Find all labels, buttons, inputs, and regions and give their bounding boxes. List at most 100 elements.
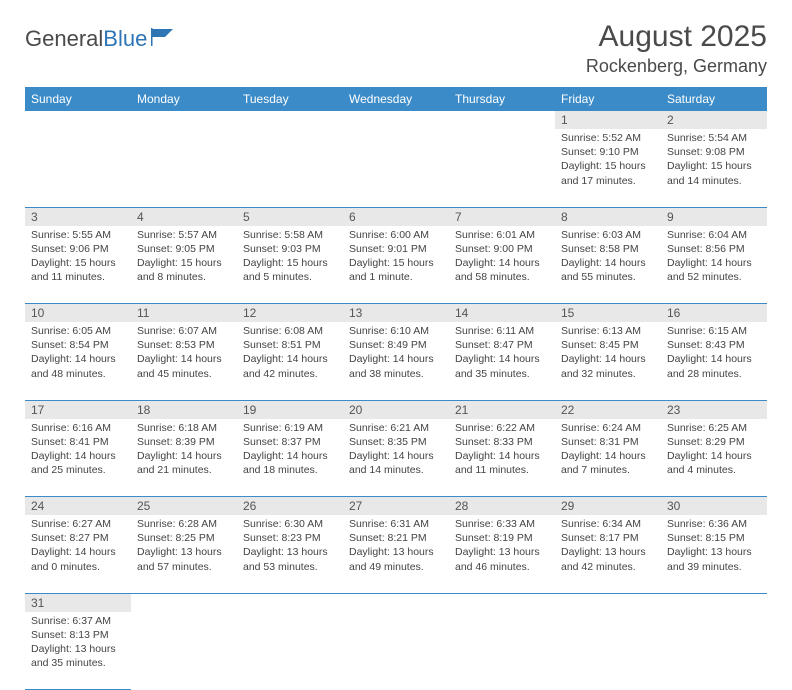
sunrise-line: Sunrise: 6:34 AM — [561, 517, 655, 531]
day-cell: Sunrise: 6:31 AMSunset: 8:21 PMDaylight:… — [343, 515, 449, 593]
day-number-cell: 2 — [661, 111, 767, 129]
day-number-cell: 26 — [237, 497, 343, 516]
day-cell: Sunrise: 6:05 AMSunset: 8:54 PMDaylight:… — [25, 322, 131, 400]
day-number-cell — [25, 111, 131, 129]
day-cell: Sunrise: 6:07 AMSunset: 8:53 PMDaylight:… — [131, 322, 237, 400]
day-info: Sunrise: 6:10 AMSunset: 8:49 PMDaylight:… — [343, 322, 449, 385]
daylight-line: Daylight: 15 hours and 11 minutes. — [31, 256, 125, 284]
day-data-row: Sunrise: 6:27 AMSunset: 8:27 PMDaylight:… — [25, 515, 767, 593]
day-info: Sunrise: 5:55 AMSunset: 9:06 PMDaylight:… — [25, 226, 131, 289]
day-info: Sunrise: 6:28 AMSunset: 8:25 PMDaylight:… — [131, 515, 237, 578]
day-info: Sunrise: 5:54 AMSunset: 9:08 PMDaylight:… — [661, 129, 767, 192]
sunrise-line: Sunrise: 6:05 AM — [31, 324, 125, 338]
day-cell: Sunrise: 6:11 AMSunset: 8:47 PMDaylight:… — [449, 322, 555, 400]
weekday-header-row: SundayMondayTuesdayWednesdayThursdayFrid… — [25, 87, 767, 111]
daylight-line: Daylight: 14 hours and 55 minutes. — [561, 256, 655, 284]
day-number-row: 24252627282930 — [25, 497, 767, 516]
daylight-line: Daylight: 15 hours and 14 minutes. — [667, 159, 761, 187]
day-cell — [131, 129, 237, 207]
daylight-line: Daylight: 14 hours and 42 minutes. — [243, 352, 337, 380]
daylight-line: Daylight: 13 hours and 46 minutes. — [455, 545, 549, 573]
day-number-cell — [131, 593, 237, 612]
sunrise-line: Sunrise: 6:16 AM — [31, 421, 125, 435]
day-info: Sunrise: 6:33 AMSunset: 8:19 PMDaylight:… — [449, 515, 555, 578]
daylight-line: Daylight: 14 hours and 52 minutes. — [667, 256, 761, 284]
day-number-cell — [555, 593, 661, 612]
daylight-line: Daylight: 13 hours and 53 minutes. — [243, 545, 337, 573]
sunrise-line: Sunrise: 5:54 AM — [667, 131, 761, 145]
day-cell — [555, 612, 661, 690]
day-info: Sunrise: 5:57 AMSunset: 9:05 PMDaylight:… — [131, 226, 237, 289]
day-cell: Sunrise: 6:08 AMSunset: 8:51 PMDaylight:… — [237, 322, 343, 400]
day-info: Sunrise: 6:05 AMSunset: 8:54 PMDaylight:… — [25, 322, 131, 385]
day-cell: Sunrise: 6:16 AMSunset: 8:41 PMDaylight:… — [25, 419, 131, 497]
day-number-cell: 9 — [661, 207, 767, 226]
day-cell: Sunrise: 6:13 AMSunset: 8:45 PMDaylight:… — [555, 322, 661, 400]
sunset-line: Sunset: 9:05 PM — [137, 242, 231, 256]
sunrise-line: Sunrise: 6:22 AM — [455, 421, 549, 435]
day-number-cell: 5 — [237, 207, 343, 226]
day-number-cell: 20 — [343, 400, 449, 419]
day-cell: Sunrise: 5:58 AMSunset: 9:03 PMDaylight:… — [237, 226, 343, 304]
sunrise-line: Sunrise: 6:11 AM — [455, 324, 549, 338]
sunrise-line: Sunrise: 6:30 AM — [243, 517, 337, 531]
sunrise-line: Sunrise: 6:19 AM — [243, 421, 337, 435]
sunset-line: Sunset: 8:45 PM — [561, 338, 655, 352]
sunset-line: Sunset: 8:39 PM — [137, 435, 231, 449]
day-number-cell: 19 — [237, 400, 343, 419]
day-number-cell: 10 — [25, 304, 131, 323]
day-data-row: Sunrise: 6:16 AMSunset: 8:41 PMDaylight:… — [25, 419, 767, 497]
day-info: Sunrise: 6:36 AMSunset: 8:15 PMDaylight:… — [661, 515, 767, 578]
sunset-line: Sunset: 8:35 PM — [349, 435, 443, 449]
day-cell — [661, 612, 767, 690]
day-number-cell: 8 — [555, 207, 661, 226]
day-cell: Sunrise: 6:25 AMSunset: 8:29 PMDaylight:… — [661, 419, 767, 497]
day-cell: Sunrise: 6:15 AMSunset: 8:43 PMDaylight:… — [661, 322, 767, 400]
weekday-header: Saturday — [661, 87, 767, 111]
header: GeneralBlue August 2025 Rockenberg, Germ… — [25, 20, 767, 77]
daylight-line: Daylight: 14 hours and 32 minutes. — [561, 352, 655, 380]
day-number-cell — [343, 111, 449, 129]
day-cell: Sunrise: 6:36 AMSunset: 8:15 PMDaylight:… — [661, 515, 767, 593]
day-cell: Sunrise: 5:57 AMSunset: 9:05 PMDaylight:… — [131, 226, 237, 304]
sunset-line: Sunset: 8:17 PM — [561, 531, 655, 545]
day-number-cell: 24 — [25, 497, 131, 516]
daylight-line: Daylight: 14 hours and 48 minutes. — [31, 352, 125, 380]
day-cell: Sunrise: 6:37 AMSunset: 8:13 PMDaylight:… — [25, 612, 131, 690]
day-cell: Sunrise: 5:54 AMSunset: 9:08 PMDaylight:… — [661, 129, 767, 207]
day-info: Sunrise: 6:11 AMSunset: 8:47 PMDaylight:… — [449, 322, 555, 385]
day-number-cell: 21 — [449, 400, 555, 419]
day-cell: Sunrise: 6:18 AMSunset: 8:39 PMDaylight:… — [131, 419, 237, 497]
day-info: Sunrise: 6:25 AMSunset: 8:29 PMDaylight:… — [661, 419, 767, 482]
logo-flag-icon — [151, 27, 177, 47]
daylight-line: Daylight: 14 hours and 18 minutes. — [243, 449, 337, 477]
daylight-line: Daylight: 14 hours and 28 minutes. — [667, 352, 761, 380]
day-cell: Sunrise: 6:19 AMSunset: 8:37 PMDaylight:… — [237, 419, 343, 497]
day-cell: Sunrise: 6:10 AMSunset: 8:49 PMDaylight:… — [343, 322, 449, 400]
day-cell — [237, 129, 343, 207]
sunset-line: Sunset: 8:47 PM — [455, 338, 549, 352]
sunset-line: Sunset: 8:49 PM — [349, 338, 443, 352]
sunset-line: Sunset: 8:58 PM — [561, 242, 655, 256]
daylight-line: Daylight: 14 hours and 4 minutes. — [667, 449, 761, 477]
day-cell: Sunrise: 6:33 AMSunset: 8:19 PMDaylight:… — [449, 515, 555, 593]
daylight-line: Daylight: 14 hours and 35 minutes. — [455, 352, 549, 380]
sunset-line: Sunset: 8:51 PM — [243, 338, 337, 352]
logo-text-2: Blue — [103, 26, 147, 52]
sunset-line: Sunset: 9:00 PM — [455, 242, 549, 256]
sunset-line: Sunset: 8:43 PM — [667, 338, 761, 352]
month-title: August 2025 — [586, 20, 767, 54]
day-cell — [343, 129, 449, 207]
sunset-line: Sunset: 8:53 PM — [137, 338, 231, 352]
daylight-line: Daylight: 14 hours and 38 minutes. — [349, 352, 443, 380]
weekday-header: Monday — [131, 87, 237, 111]
sunset-line: Sunset: 9:06 PM — [31, 242, 125, 256]
sunrise-line: Sunrise: 6:04 AM — [667, 228, 761, 242]
day-number-row: 31 — [25, 593, 767, 612]
day-info: Sunrise: 6:19 AMSunset: 8:37 PMDaylight:… — [237, 419, 343, 482]
sunrise-line: Sunrise: 6:37 AM — [31, 614, 125, 628]
sunset-line: Sunset: 8:29 PM — [667, 435, 761, 449]
day-number-cell: 31 — [25, 593, 131, 612]
day-number-cell: 13 — [343, 304, 449, 323]
day-number-cell — [343, 593, 449, 612]
